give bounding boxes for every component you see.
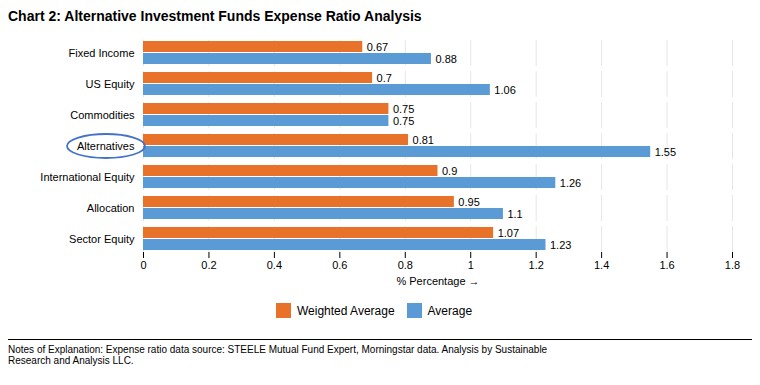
html-text:Average: Average: [427, 303, 473, 318]
svg-text:1.6: 1.6: [659, 259, 674, 271]
svg-text:0.67: 0.67: [367, 41, 388, 53]
svg-text:0.9: 0.9: [442, 165, 457, 177]
svg-text:0.4: 0.4: [267, 259, 282, 271]
svg-text:0.2: 0.2: [201, 259, 216, 271]
svg-text:0.75: 0.75: [393, 103, 414, 115]
html-text:Notes of Explanation: Expense: Notes of Explanation: Expense ratio data…: [8, 344, 548, 366]
svg-text:1.4: 1.4: [594, 259, 609, 271]
svg-text:0.8: 0.8: [398, 259, 413, 271]
svg-text:0.81: 0.81: [413, 134, 434, 146]
svg-text:0: 0: [140, 259, 146, 271]
svg-text:Commodities: Commodities: [70, 109, 135, 121]
svg-text:% Percentage →: % Percentage →: [396, 275, 479, 287]
html-text:Chart 2: Alternative Investmen: Chart 2: Alternative Investment Funds Ex…: [8, 8, 422, 24]
svg-text:1: 1: [468, 259, 474, 271]
svg-text:International Equity: International Equity: [40, 171, 135, 183]
svg-text:Allocation: Allocation: [87, 202, 135, 214]
svg-text:1.26: 1.26: [560, 177, 581, 189]
svg-text:1.07: 1.07: [498, 227, 519, 239]
svg-text:Fixed Income: Fixed Income: [68, 47, 134, 59]
svg-text:1.1: 1.1: [507, 208, 522, 220]
svg-text:1.8: 1.8: [725, 259, 740, 271]
svg-text:1.23: 1.23: [550, 239, 571, 251]
svg-text:1.06: 1.06: [494, 84, 515, 96]
svg-text:0.75: 0.75: [393, 115, 414, 127]
svg-text:0.88: 0.88: [435, 53, 456, 65]
svg-text:1.55: 1.55: [655, 146, 676, 158]
svg-text:Sector Equity: Sector Equity: [69, 233, 135, 245]
html-text:Weighted Average: Weighted Average: [296, 303, 395, 318]
svg-text:0.6: 0.6: [332, 259, 347, 271]
svg-text:0.95: 0.95: [458, 196, 479, 208]
svg-text:1.2: 1.2: [529, 259, 544, 271]
svg-text:US Equity: US Equity: [86, 78, 135, 90]
svg-text:0.7: 0.7: [377, 72, 392, 84]
svg-text:Alternatives: Alternatives: [77, 140, 135, 152]
